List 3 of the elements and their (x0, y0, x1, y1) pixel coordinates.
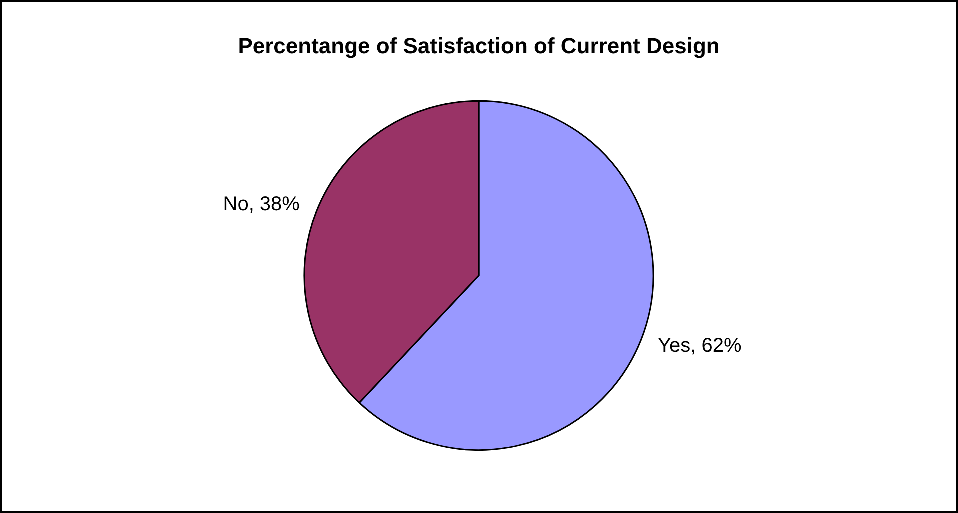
chart-title: Percentange of Satisfaction of Current Design (238, 33, 720, 58)
slice-label: Yes, 62% (658, 335, 742, 358)
slice-label: No, 38% (223, 193, 300, 216)
